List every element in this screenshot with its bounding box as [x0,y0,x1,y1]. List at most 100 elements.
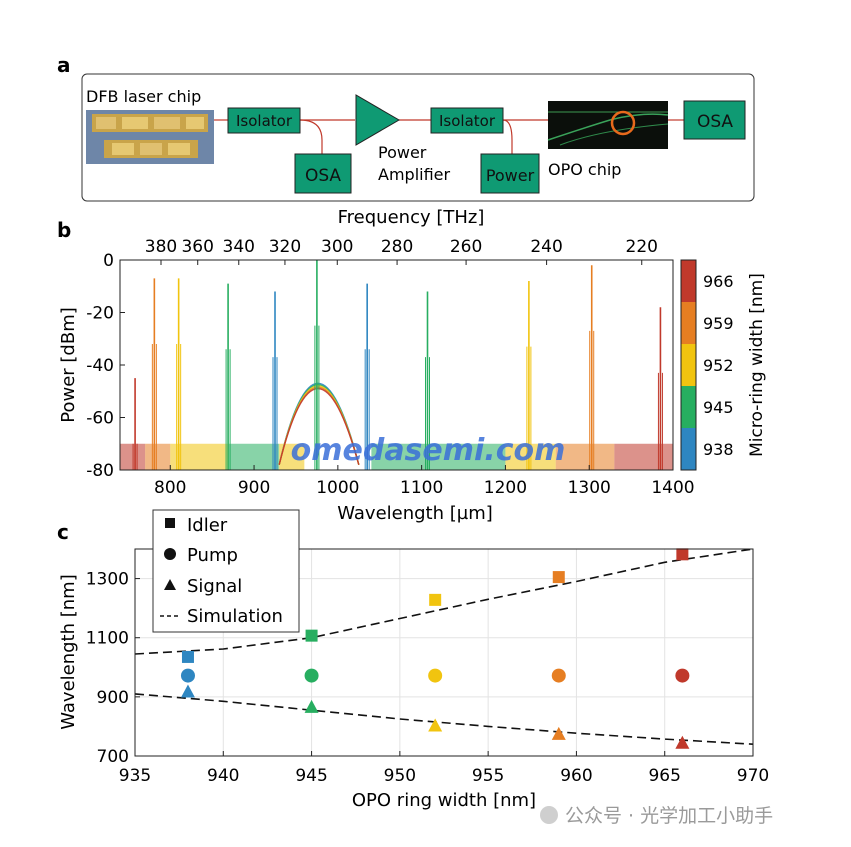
colorbar-label: Micro-ring width [nm] [747,273,767,457]
noise-floor-band [614,443,673,470]
spectrum-x-label: Wavelength [µm] [337,503,493,524]
legend-idler: Idler [187,515,228,536]
simulation-curves [134,548,754,745]
simulation-idler-curve [134,548,754,655]
isolator-2-label: Isolator [439,112,496,130]
pump-point [428,668,443,683]
top-tick-label: 300 [321,237,353,257]
noise-floor-band [120,443,146,470]
fiber-lines [214,119,684,154]
legend-circle-icon [164,548,176,560]
noise-floor-band [145,443,171,470]
isolator-1-box [227,107,301,134]
scatter-y-label: Wavelength [nm] [58,574,79,730]
scatter-points [180,548,690,749]
top-tick-label: 360 [181,237,213,257]
noise-floor-band [371,443,506,470]
legend-simulation: Simulation [187,606,283,627]
spectrum-x-ticks: 800 900 1000 1100 1200 1300 1400 [154,465,695,498]
laser-chip-image [86,110,214,164]
opo-label: OPO chip [548,160,621,179]
amplifier-label-1: Power [378,143,427,162]
amplifier-label-2: Amplifier [378,165,451,184]
colorbar-tick-label: 945 [703,398,734,417]
credit-text: 公众号 · 光学加工小助手 [565,805,773,827]
x-tick-label: 955 [472,766,504,786]
top-tick-label: 280 [381,237,413,257]
legend-pump: Pump [187,545,238,566]
y-tick-label: -20 [86,304,114,324]
x-tick-label: 960 [560,766,592,786]
pump-point [180,668,195,683]
colorbar-swatch [681,428,696,470]
top-tick-label: 340 [223,237,255,257]
colorbar-swatch [681,260,696,302]
x-tick-label: 1100 [400,478,443,498]
idler-point [676,548,689,561]
signal-point [304,699,319,713]
signal-point [551,726,566,740]
colorbar: 966 959 952 945 938 [680,259,734,471]
power-label: Power [486,166,535,185]
simulation-signal-curve [134,693,754,745]
idler-point [552,571,565,584]
panel-letter-c: c [57,520,69,544]
isolator-2-box [430,107,504,134]
x-tick-label: 945 [295,766,327,786]
osa-1-label: OSA [305,166,341,186]
x-tick-label: 970 [737,766,769,786]
scatter-y-ticks: 1300 1100 900 700 [86,570,140,767]
x-tick-label: 950 [384,766,416,786]
spectrum-panel: Frequency [THz] 380 360 340 320 300 280 260 240… [58,207,767,524]
colorbar-tick-label: 959 [703,314,734,333]
spectrum-top-axis-label: Frequency [THz] [338,207,485,228]
pump-point [675,668,690,683]
signal-point [428,718,443,732]
colorbar-swatch [681,302,696,344]
amplifier-icon [355,94,400,146]
scatter-x-ticks: 935 940 945 950 955 960 965 970 [119,751,769,786]
x-tick-label: 965 [648,766,680,786]
top-tick-label: 320 [269,237,301,257]
top-tick-label: 220 [626,237,658,257]
noise-floor-band [555,443,615,470]
pump-point [304,668,319,683]
scatter-legend: Idler Pump Signal Simulation [152,509,300,633]
y-tick-label: 1300 [86,570,129,590]
colorbar-frame [680,259,697,471]
colorbar-swatch [681,386,696,428]
y-tick-label: 1100 [86,629,129,649]
osa-2-label: OSA [697,112,733,132]
y-tick-label: -60 [86,409,114,429]
idler-point [181,650,194,663]
scatter-panel: 935 940 945 950 955 960 965 970 13001100900700 … [58,509,773,827]
x-tick-label: 1300 [568,478,611,498]
scatter-x-label: OPO ring width [nm] [352,790,536,811]
power-box [480,153,540,194]
x-tick-label: 940 [207,766,239,786]
top-tick-label: 380 [145,237,177,257]
x-tick-label: 1000 [316,478,359,498]
signal-point [180,684,195,698]
pump-point [551,668,566,683]
y-tick-label: -80 [86,461,114,481]
wechat-icon [540,806,558,824]
idler-point [305,629,318,642]
legend-box [152,509,300,633]
watermark-site: omedasemi.com [291,433,566,468]
top-tick-label: 240 [530,237,562,257]
osa-1-box [294,153,352,194]
setup-diagram: DFB laser chip Isolator [81,73,755,202]
colorbar-tick-label: 952 [703,356,734,375]
opo-chip-image [547,101,669,149]
spectrum-y-ticks: 0 -20 -40 -60 -80 [86,251,125,481]
x-tick-label: 800 [154,478,186,498]
x-tick-label: 1400 [651,478,694,498]
colorbar-tick-label: 938 [703,440,734,459]
panel-letter-a: a [57,53,71,77]
x-tick-label: 935 [119,766,151,786]
panel-letter-b: b [57,218,71,242]
idler-point [429,593,442,606]
osa-2-box [683,100,746,140]
spectrum-top-ticks: 380 360 340 320 300 280 260 240 220 [145,237,658,265]
